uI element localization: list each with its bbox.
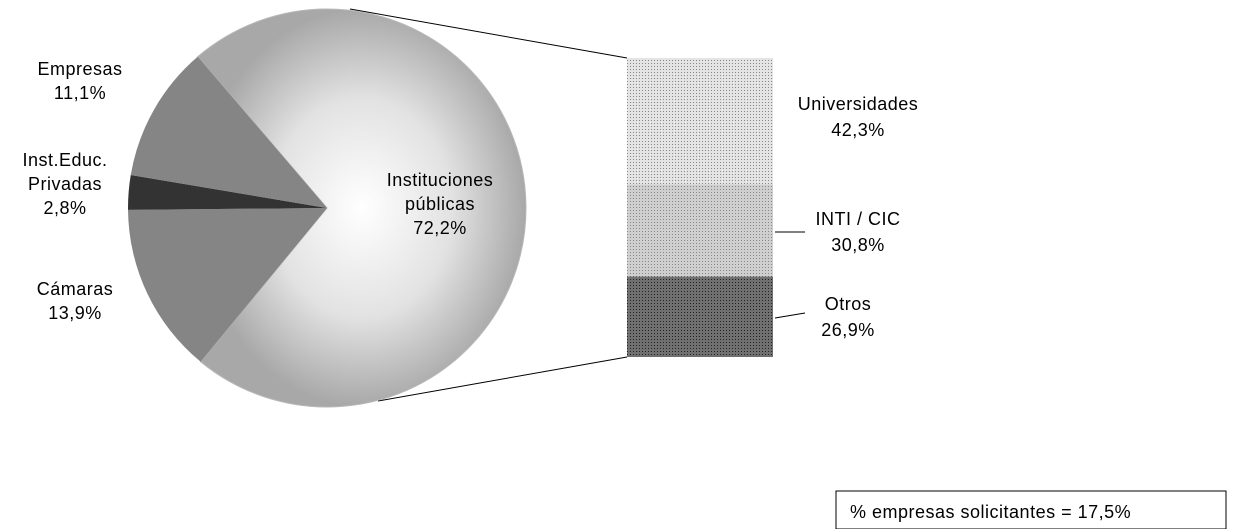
slice-value-label: 13,9%	[48, 303, 102, 323]
slice-name: Cámaras	[37, 279, 114, 299]
pie-slice	[127, 175, 327, 210]
segment-label: INTI / CIC	[816, 209, 901, 229]
segment-value-label: 26,9%	[821, 320, 875, 340]
segment-value-label: 30,8%	[831, 235, 885, 255]
slice-name-line: Cámaras	[37, 279, 114, 299]
slice-name-line: Empresas	[37, 59, 122, 79]
slice-label: Inst.Educ. Privadas 2,8%	[22, 150, 107, 218]
slice-name-line: Privadas	[28, 174, 102, 194]
slice-label: Cámaras 13,9%	[37, 279, 114, 323]
connector-line	[349, 8, 628, 59]
slice-label: Instituciones públicas 72,2%	[387, 170, 494, 238]
slice-name-line: Instituciones	[387, 170, 494, 190]
slice-value-label: 2,8%	[43, 198, 86, 218]
slice-name: Instituciones públicas	[387, 170, 494, 214]
slice-label: Empresas 11,1%	[37, 59, 122, 103]
leader-line	[774, 312, 806, 319]
slice-value-label: 11,1%	[54, 83, 106, 103]
slice-name-line: públicas	[405, 194, 475, 214]
segment-label: Otros	[825, 294, 872, 314]
connector-line	[377, 356, 628, 402]
pie-slice	[128, 208, 327, 362]
annotation: % empresas solicitantes = 17,5%	[850, 502, 1131, 522]
pie-slice	[197, 8, 527, 408]
bar-segment	[627, 58, 773, 185]
slice-value-label: 72,2%	[413, 218, 467, 238]
bar-segment	[627, 276, 773, 357]
segment-value-label: 42,3%	[831, 120, 885, 140]
bar-segment	[627, 184, 773, 277]
note-box	[835, 490, 1227, 529]
segment-label: Universidades	[798, 94, 919, 114]
pie-slice	[130, 56, 327, 208]
slice-name-line: Inst.Educ.	[22, 150, 107, 170]
slice-name: Empresas	[37, 59, 122, 79]
slice-name: Inst.Educ. Privadas	[22, 150, 107, 194]
